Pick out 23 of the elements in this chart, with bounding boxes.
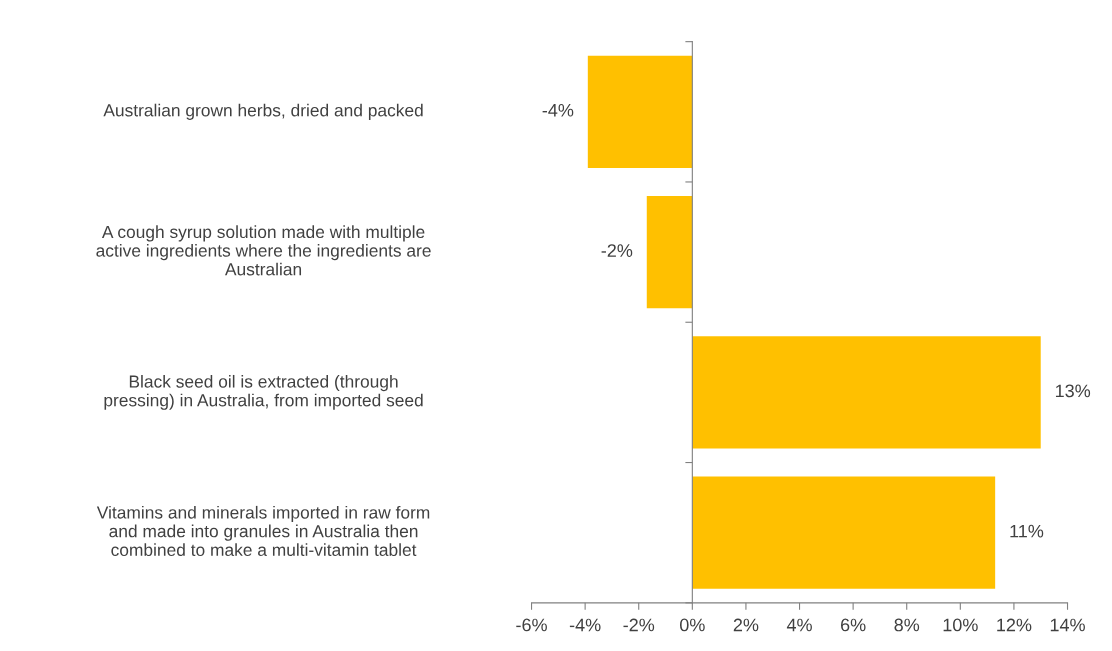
y-tick-label: Vitamins and minerals imported in raw form and made into granules in Australia then combined to make a multi-vitamin tablet [96,505,430,557]
data-label: 13% [1055,384,1091,398]
bar [587,55,693,168]
x-tick-label: 10% [943,618,978,632]
data-label: -2% [601,244,633,257]
x-tick-label: -6% [516,618,547,632]
x-tick-label: 8% [894,618,920,632]
x-tick-label: -4% [569,618,601,632]
data-label: -4% [542,103,574,117]
data-label: 11% [1010,524,1044,538]
x-tick-label: -2% [623,618,655,632]
x-tick-label: 4% [786,618,812,632]
x-tick-label: 6% [841,618,866,632]
bar [646,195,693,309]
x-tick-label: 0% [679,618,705,632]
y-tick-label: A cough syrup solution made with multiple active ingredients where the ingredients are Australian [96,225,431,276]
bar [692,336,1041,449]
bar [692,476,996,589]
x-tick-label: 2% [733,618,759,632]
x-tick-label: 12% [997,618,1032,632]
y-tick-label: Australian grown herbs, dried and packed [103,103,423,120]
x-tick-label: 14% [1050,618,1085,632]
y-tick-label: Black seed oil is extracted (through pressing) in Australia, from imported seed [104,374,423,410]
